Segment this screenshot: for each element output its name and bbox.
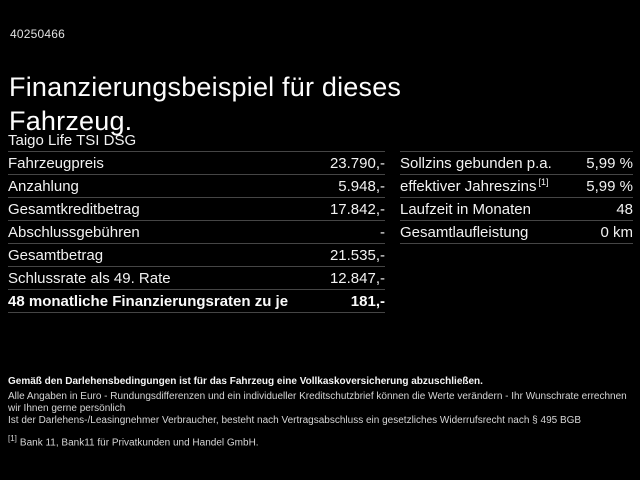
table-row: Schlussrate als 49. Rate 12.847,-	[8, 267, 385, 290]
row-value: 17.842,-	[329, 200, 385, 218]
footnote-marker: [1]	[8, 434, 17, 443]
table-row: Gesamtbetrag 21.535,-	[8, 244, 385, 267]
table-row: effektiver Jahreszins [1] 5,99 %	[400, 175, 633, 198]
row-label: 48 monatliche Finanzierungsraten zu je	[8, 292, 289, 310]
table-row-monthly-rate: 48 monatliche Finanzierungsraten zu je 1…	[8, 290, 385, 313]
row-label: Anzahlung	[8, 177, 79, 195]
row-value: 181,-	[350, 292, 385, 310]
row-label: Schlussrate als 49. Rate	[8, 269, 171, 287]
row-value: 21.535,-	[329, 246, 385, 264]
row-label: Gesamtbetrag	[8, 246, 104, 264]
table-row: Fahrzeugpreis 23.790,-	[8, 152, 385, 175]
reference-number: 40250466	[10, 27, 65, 41]
vehicle-model: Taigo Life TSI DSG	[8, 130, 385, 152]
conditions-table: Sollzins gebunden p.a. 5,99 % effektiver…	[400, 151, 633, 244]
table-row: Laufzeit in Monaten 48	[400, 198, 633, 221]
row-value: -	[380, 223, 385, 241]
row-value: 0 km	[600, 223, 633, 241]
table-row: Sollzins gebunden p.a. 5,99 %	[400, 152, 633, 175]
bank-footnote: [1] Bank 11, Bank11 für Privatkunden und …	[8, 433, 632, 449]
table-row: Abschlussgebühren -	[8, 221, 385, 244]
disclaimer-line: Ist der Darlehens-/Leasingnehmer Verbrau…	[8, 415, 582, 426]
row-value: 5.948,-	[338, 177, 385, 195]
row-value: 5,99 %	[586, 154, 633, 172]
row-label: Gesamtkreditbetrag	[8, 200, 140, 218]
row-value: 48	[616, 200, 633, 218]
table-row: Gesamtlaufleistung 0 km	[400, 221, 633, 244]
row-value: 12.847,-	[329, 269, 385, 287]
row-label: Sollzins gebunden p.a.	[400, 154, 552, 172]
table-row: Gesamtkreditbetrag 17.842,-	[8, 198, 385, 221]
finance-table: Taigo Life TSI DSG Fahrzeugpreis 23.790,…	[8, 130, 385, 313]
row-label: Abschlussgebühren	[8, 223, 140, 241]
table-row: Anzahlung 5.948,-	[8, 175, 385, 198]
row-value: 5,99 %	[586, 177, 633, 195]
footnote-text: Bank 11, Bank11 für Privatkunden und Han…	[19, 437, 259, 449]
page-title: Finanzierungsbeispiel für dieses Fahrzeu…	[9, 72, 402, 137]
insurance-note: Gemäß den Darlehensbedingungen ist für d…	[8, 376, 483, 387]
row-label: Laufzeit in Monaten	[400, 200, 531, 218]
row-value: 23.790,-	[329, 154, 385, 172]
row-label: effektiver Jahreszins [1]	[400, 176, 549, 195]
vehicle-model-label: Taigo Life TSI DSG	[8, 132, 137, 149]
row-label: Gesamtlaufleistung	[400, 223, 529, 241]
row-label: Fahrzeugpreis	[8, 154, 104, 172]
disclaimer-line: Alle Angaben in Euro - Rundungsdifferenz…	[8, 391, 627, 414]
legal-footer: Gemäß den Darlehensbedingungen ist für d…	[8, 376, 632, 449]
footnote-marker: [1]	[538, 176, 549, 187]
